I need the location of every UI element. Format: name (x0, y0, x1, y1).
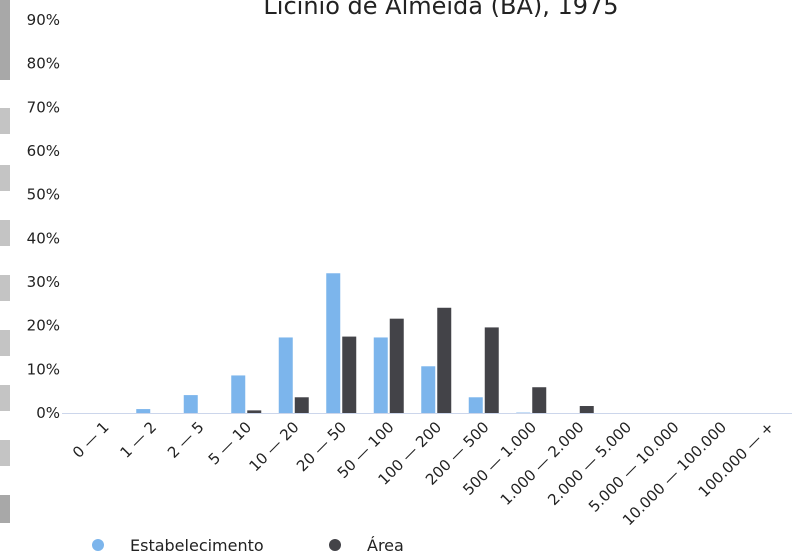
scroll-decor (0, 0, 10, 80)
scroll-decor (0, 165, 10, 191)
scroll-decor (0, 108, 10, 134)
y-tick-label: 20% (27, 317, 60, 335)
bar (183, 395, 198, 413)
bar (579, 406, 594, 413)
bar (468, 397, 483, 413)
y-tick-label: 30% (27, 273, 60, 291)
chart-title: Licínio de Almeida (BA), 1975 (263, 0, 618, 20)
legend-label: Área (367, 536, 404, 555)
bar (278, 337, 293, 413)
bar (294, 397, 309, 413)
bar (136, 409, 151, 413)
scroll-decor (0, 495, 10, 523)
bar (484, 327, 499, 413)
bar (373, 337, 388, 413)
x-tick-label: 1 — 2 (117, 418, 161, 462)
scroll-decor (0, 330, 10, 356)
x-tick-label: 2 — 5 (164, 418, 208, 462)
legend-marker (92, 539, 104, 551)
x-tick-label: 2.000 — 5.000 (544, 418, 635, 509)
y-tick-label: 0% (36, 404, 60, 422)
bar (342, 336, 357, 413)
legend-marker (329, 539, 341, 551)
y-tick-label: 50% (27, 186, 60, 204)
legend-label: Estabelecimento (130, 536, 264, 555)
bar (231, 375, 246, 413)
x-tick-label: 0 — 1 (69, 418, 113, 462)
bar (437, 307, 452, 413)
y-tick-label: 40% (27, 229, 60, 247)
y-tick-label: 60% (27, 142, 60, 160)
y-tick-label: 70% (27, 98, 60, 116)
bar (389, 318, 404, 413)
bar (326, 273, 341, 413)
x-tick-label: 10 — 20 (246, 418, 303, 475)
y-tick-label: 80% (27, 55, 60, 73)
bar (421, 366, 436, 413)
bar (532, 387, 547, 413)
scroll-decor (0, 385, 10, 411)
bar (247, 410, 262, 413)
scroll-decor (0, 220, 10, 246)
scroll-decor (0, 440, 10, 466)
scroll-decor (0, 275, 10, 301)
y-tick-label: 10% (27, 360, 60, 378)
x-tick-label: 1.000 — 2.000 (497, 418, 588, 509)
y-tick-label: 90% (27, 11, 60, 29)
